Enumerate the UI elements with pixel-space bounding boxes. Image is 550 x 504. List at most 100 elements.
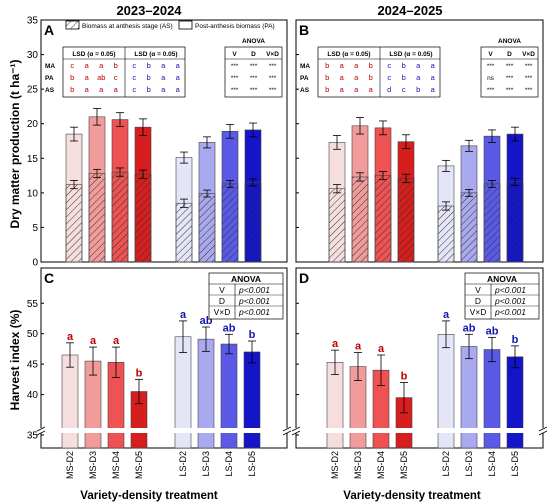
panel-a-lsd-row-label: AS: [45, 87, 55, 94]
panel-d-significance-letter: a: [332, 338, 339, 350]
panel-c-anova-pvalue: p<0.001: [238, 307, 270, 317]
panel-d-xtick-label: LS-D5: [510, 451, 520, 477]
panel-b-lsd-title: LSD (α = 0.05): [327, 51, 370, 58]
panel-d-bar-ms-d2: [326, 362, 344, 449]
panel-d-bar-ls-d5: [506, 356, 524, 449]
panel-b-lsd-title: LSD (α = 0.05): [389, 51, 432, 58]
panel-c-anova-factor: D: [219, 296, 225, 306]
panel-c-anova-factor: V: [219, 285, 225, 295]
panel-d-anova-pvalue: p<0.001: [494, 307, 526, 317]
panel-a-lsd-letter-ms: b: [70, 85, 74, 94]
panel-d-significance-letter: a: [355, 341, 362, 353]
panel-b-lsd-row-label: PA: [300, 75, 309, 82]
panel-d-significance-letter: ab: [463, 322, 476, 334]
panel-d-anova-box: [464, 272, 540, 320]
panel-a-lsd-title: LSD (α = 0.05): [72, 51, 115, 58]
panel-a-lsd-letter-ms: a: [114, 85, 119, 94]
panel-a-lsd-letter-ls: a: [161, 73, 166, 82]
panel-A: A 0 5 10 15 20 25 30 35 LSD (α = 0.05) LSD (α = 0.…: [27, 16, 288, 269]
panel-b-lsd-letter-ls: c: [387, 61, 391, 70]
panel-c-significance-letter: b: [249, 329, 256, 341]
panel-d-axis-break-mark: [291, 430, 301, 436]
panel-a-ytick-label: 0: [32, 258, 38, 269]
panel-d-significance-letter: a: [378, 343, 385, 355]
panel-b-bar-as-ls-d4: [483, 183, 501, 263]
panel-b-anova-header: V: [488, 51, 493, 58]
panel-b-bar-as-ms-d4: [374, 175, 392, 263]
panel-d-xtick-label: MS-D4: [376, 451, 386, 479]
panel-a-lsd-letter-ls: a: [176, 85, 181, 94]
panel-d-xtick-label: MS-D5: [399, 451, 409, 479]
panel-a-lsd-letter-ls: a: [176, 73, 181, 82]
panel-a-lsd-letter-ls: a: [161, 61, 166, 70]
panel-a-ytick-label: 20: [27, 119, 39, 130]
panel-c-axis-break-mark: [36, 430, 46, 436]
panel-a-lsd-title: LSD (α = 0.05): [134, 51, 177, 58]
panel-a-lsd-letter-ms: b: [114, 61, 118, 70]
panel-c-xtick-label: MS-D3: [88, 451, 98, 479]
panel-b-anova-cell: ***: [506, 63, 514, 70]
panel-d-significance-letter: b: [512, 334, 519, 346]
panel-d-frame: [295, 267, 544, 449]
panel-b-lsd-letter-ms: a: [354, 73, 359, 82]
panel-b-lsd-letter-ls: c: [387, 73, 391, 82]
panel-a-ytick-label: 30: [27, 50, 39, 61]
panel-a-anova-cell: ***: [250, 87, 258, 94]
panel-c-xtick-label: LS-D3: [201, 451, 211, 477]
panel-a-anova-cell: ***: [250, 63, 258, 70]
panel-c-anova-pvalue: p<0.001: [238, 285, 270, 295]
panel-b-anova-cell: ***: [506, 75, 514, 82]
panel-b-lsd-letter-ms: a: [340, 61, 345, 70]
panel-b-lsd-letter-ms: b: [325, 85, 329, 94]
panel-d-axis-break-gap: [292, 428, 547, 433]
panel-b-lsd-letter-ls: a: [431, 73, 436, 82]
panel-d-xtick-label: MS-D2: [330, 451, 340, 479]
panel-a-bar-as-ls-d3: [198, 193, 216, 263]
panel-c-significance-letter: a: [180, 309, 187, 321]
panel-a-lsd-letter-ms: c: [114, 73, 118, 82]
panel-c-axis-break-mark: [282, 426, 292, 432]
panel-a-ytick-label: 25: [27, 85, 39, 96]
panel-a-anova-header: D: [251, 51, 256, 58]
panel-b-anova-cell: ***: [487, 87, 495, 94]
panel-c-bar-ls-d5: [243, 351, 261, 449]
panel-d-anova-factor: V×D: [470, 307, 487, 317]
panel-a-bar-as-ms-d4: [111, 171, 129, 263]
panel-a-anova-cell: ***: [269, 63, 277, 70]
panel-a-bar-as-ls-d4: [221, 183, 239, 263]
panel-a-anova-title: ANOVA: [242, 38, 265, 45]
panel-b-lsd-letter-ms: b: [325, 61, 329, 70]
panel-a-ytick-label: 15: [27, 154, 39, 165]
panel-c-frame: [40, 267, 288, 449]
panel-a-lsd-box: [62, 46, 186, 98]
panel-b-lsd-letter-ls: b: [402, 73, 406, 82]
panel-c-xtick-label: LS-D4: [224, 451, 234, 477]
panel-c-ytick-label: 35: [27, 431, 39, 442]
panel-b-anova-cell: ***: [525, 87, 533, 94]
panel-a-anova-header: V×D: [266, 51, 279, 58]
panel-b-anova-box: [480, 46, 539, 98]
panel-b-lsd-letter-ms: a: [354, 61, 359, 70]
panel-a-anova-cell: ***: [269, 75, 277, 82]
panel-d-axis-break-mark: [291, 426, 301, 432]
panel-b-lsd-letter-ls: a: [431, 61, 436, 70]
panel-c-xtick-label: LS-D2: [178, 451, 188, 477]
panel-a-bar-as-ls-d2: [175, 202, 193, 263]
panel-a-ytick-label: 5: [32, 223, 38, 234]
panel-c-anova-title: ANOVA: [231, 274, 261, 284]
panel-b-anova-cell: ***: [525, 75, 533, 82]
panel-c-significance-letter: a: [67, 331, 74, 343]
panel-d-xtick-label: LS-D4: [487, 451, 497, 477]
panel-a-anova-header: V: [232, 51, 237, 58]
panel-a-lsd-letter-ms: b: [70, 73, 74, 82]
panel-d-significance-letter: b: [401, 370, 408, 382]
panel-d-axis-break-mark: [538, 430, 548, 436]
panel-d-anova-factor: D: [475, 296, 481, 306]
panel-a-lsd-letter-ms: a: [99, 85, 104, 94]
panel-c-axis-break-gap: [37, 428, 291, 433]
panel-a-anova-cell: ***: [231, 75, 239, 82]
panel-d-anova-title: ANOVA: [487, 274, 517, 284]
panel-a-lsd-letter-ms: a: [99, 61, 104, 70]
panel-c-significance-letter: a: [113, 335, 120, 347]
panel-b-anova-header: V×D: [522, 51, 535, 58]
